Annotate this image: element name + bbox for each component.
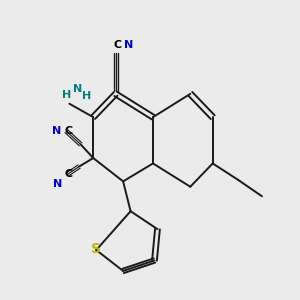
- Text: S: S: [91, 242, 101, 256]
- Text: C: C: [64, 126, 73, 136]
- Text: N: N: [52, 126, 61, 136]
- Text: N: N: [124, 40, 133, 50]
- Text: N: N: [53, 179, 62, 189]
- Text: N: N: [73, 84, 82, 94]
- Text: C: C: [113, 40, 121, 50]
- Text: C: C: [64, 169, 73, 179]
- Text: H: H: [62, 90, 71, 100]
- Text: H: H: [82, 91, 91, 101]
